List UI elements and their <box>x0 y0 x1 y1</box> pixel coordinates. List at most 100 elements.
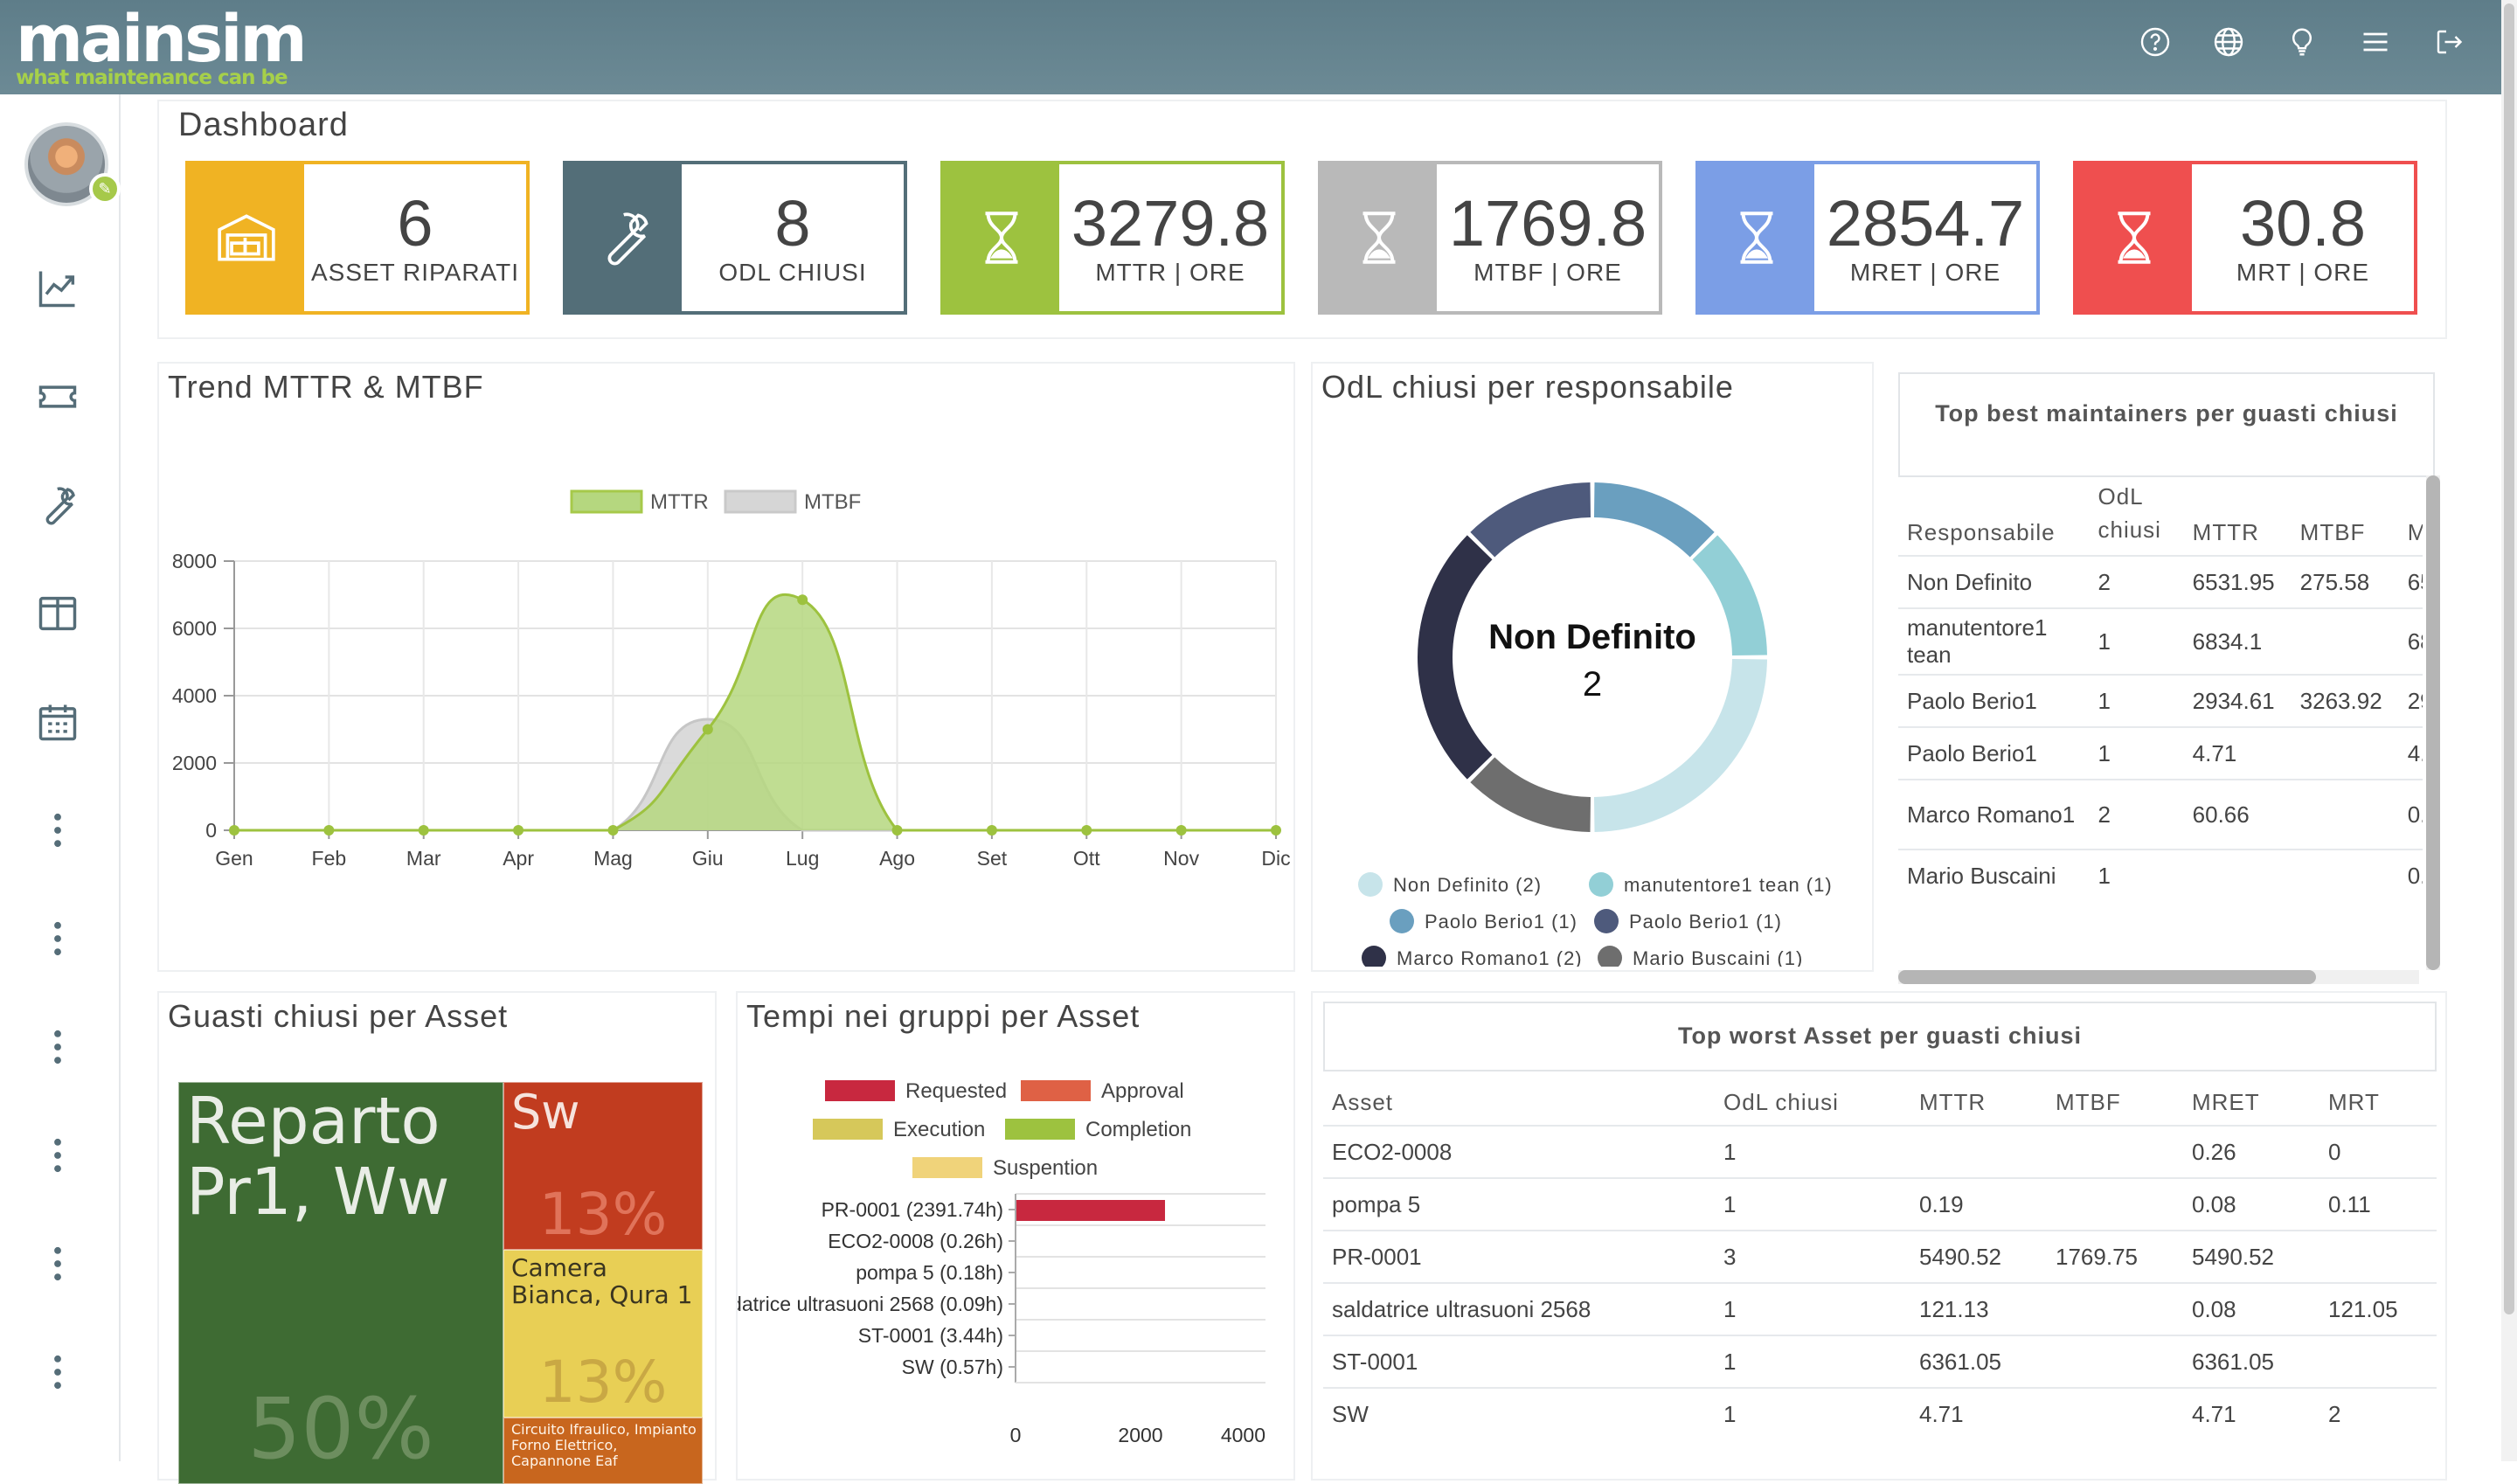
legend-item[interactable]: Marco Romano1 (2) <box>1362 946 1583 967</box>
donut-slice[interactable] <box>1594 658 1767 832</box>
bar[interactable] <box>1016 1200 1166 1221</box>
trend-chart-icon[interactable] <box>35 266 80 311</box>
legend-item[interactable]: manutentore1 tean (1) <box>1589 872 1833 897</box>
legend-item[interactable]: Execution <box>813 1118 985 1141</box>
donut-slice[interactable] <box>1470 757 1591 832</box>
more-vertical-icon[interactable] <box>35 1241 80 1286</box>
kpi-card[interactable]: 8 ODL CHIUSI <box>563 161 907 315</box>
table-cell: saldatrice ultrasuoni 2568 <box>1323 1282 1715 1335</box>
data-point[interactable] <box>891 825 903 836</box>
table-cell: 0 <box>2319 1125 2437 1178</box>
treemap-tile[interactable]: Circuito Ifraulico, Impianto Forno Elett… <box>503 1418 703 1484</box>
data-point[interactable] <box>986 825 997 836</box>
more-vertical-icon[interactable] <box>35 1133 80 1178</box>
logout-icon[interactable] <box>2433 26 2465 58</box>
treemap-tile[interactable]: Sw 13% <box>503 1082 703 1250</box>
column-header[interactable]: MRET <box>2407 519 2423 545</box>
best-maintainers-table-wrap[interactable]: Responsabile OdL chiusi MTTR MTBF MRET Non De… <box>1898 477 2423 977</box>
more-vertical-icon[interactable] <box>35 1349 80 1395</box>
data-point[interactable] <box>1081 825 1092 836</box>
table-row[interactable]: ST-0001 1 6361.05 6361.05 <box>1323 1335 2437 1388</box>
table-cell <box>2047 1177 2183 1231</box>
data-point[interactable] <box>797 594 808 606</box>
scrollbar-thumb[interactable] <box>1898 970 2316 984</box>
donut-slice[interactable] <box>1594 482 1715 558</box>
columns-icon[interactable] <box>35 591 80 636</box>
column-header[interactable]: OdL chiusi <box>2098 483 2161 543</box>
column-header[interactable]: MTTR <box>1919 1089 1987 1115</box>
kpi-value: 1769.8 <box>1448 187 1647 260</box>
globe-icon[interactable] <box>2213 26 2244 58</box>
table-cell: manutentore1 tean <box>1898 607 2090 675</box>
column-header[interactable]: Asset <box>1332 1089 1394 1115</box>
best-maintainers-title-text: Top best maintainers per guasti chiusi <box>1935 400 2398 426</box>
legend-item[interactable]: Requested <box>825 1079 1007 1103</box>
kpi-card[interactable]: 30.8 MRT | ORE <box>2073 161 2417 315</box>
treemap-tile[interactable]: Reparto Pr1, Ww 50% <box>178 1082 503 1484</box>
data-point[interactable] <box>1175 825 1187 836</box>
legend-item[interactable]: Non Definito (2) <box>1358 872 1542 897</box>
data-point[interactable] <box>229 825 239 836</box>
data-point[interactable] <box>513 825 524 836</box>
column-header[interactable]: MTBF <box>2299 519 2366 545</box>
kpi-card[interactable]: 1769.8 MTBF | ORE <box>1318 161 1662 315</box>
table-row[interactable]: SW 1 4.71 4.71 2 <box>1323 1387 2437 1440</box>
page-scrollbar[interactable] <box>2501 0 2517 1461</box>
donut-slice[interactable] <box>1692 535 1767 656</box>
table-row[interactable]: ECO2-0008 1 0.26 0 <box>1323 1125 2437 1178</box>
more-vertical-icon[interactable] <box>35 916 80 961</box>
ticket-icon[interactable] <box>35 374 80 420</box>
series-area-mttr[interactable] <box>234 594 1276 830</box>
page-scrollbar-thumb[interactable] <box>2504 3 2514 1314</box>
legend-item[interactable]: MTTR <box>570 489 709 514</box>
edit-profile-icon[interactable]: ✎ <box>89 173 121 205</box>
treemap-tile[interactable]: Camera Bianca, Qura 1 13% <box>503 1250 703 1418</box>
kpi-card[interactable]: 3279.8 MTTR | ORE <box>940 161 1285 315</box>
vertical-scrollbar[interactable] <box>2426 475 2440 970</box>
kpi-card[interactable]: 6 ASSET RIPARATI <box>185 161 530 315</box>
column-header[interactable]: OdL chiusi <box>1723 1089 1839 1115</box>
data-point[interactable] <box>607 825 619 836</box>
column-header[interactable]: MRT <box>2328 1089 2380 1115</box>
column-header[interactable]: MTTR <box>2192 519 2259 545</box>
scrollbar-thumb[interactable] <box>2426 475 2440 970</box>
donut-slice[interactable] <box>1470 482 1591 558</box>
more-vertical-icon[interactable] <box>35 1024 80 1070</box>
horizontal-scrollbar[interactable] <box>1898 970 2419 984</box>
more-vertical-icon[interactable] <box>35 808 80 853</box>
data-point[interactable] <box>323 825 335 836</box>
lightbulb-icon[interactable] <box>2286 26 2318 58</box>
wrench-icon[interactable] <box>35 482 80 528</box>
legend-item[interactable]: Paolo Berio1 (1) <box>1594 909 1782 933</box>
menu-icon[interactable] <box>2360 26 2391 58</box>
legend-item[interactable]: Completion <box>1005 1118 1191 1141</box>
donut-slice[interactable] <box>1418 535 1493 780</box>
data-point[interactable] <box>702 724 713 735</box>
data-point[interactable] <box>418 825 429 836</box>
kpi-label: ASSET RIPARATI <box>310 259 520 286</box>
legend-item[interactable]: Mario Buscaini (1) <box>1598 946 1803 967</box>
legend-item[interactable]: MTBF <box>724 489 861 514</box>
data-point[interactable] <box>1271 825 1281 836</box>
legend-item[interactable]: Approval <box>1021 1079 1184 1103</box>
calendar-icon[interactable] <box>35 699 80 745</box>
worst-asset-title: Top worst Asset per guasti chiusi <box>1323 1002 2437 1071</box>
mainsim-logo[interactable]: mainsim what maintenance can be <box>16 7 308 89</box>
column-header[interactable]: Responsabile <box>1907 519 2056 545</box>
legend-item[interactable]: Paolo Berio1 (1) <box>1390 909 1577 933</box>
column-header[interactable]: MTBF <box>2056 1089 2121 1115</box>
table-row[interactable]: pompa 5 1 0.19 0.08 0.11 <box>1323 1177 2437 1231</box>
kpi-card[interactable]: 2854.7 MRET | ORE <box>1695 161 2040 315</box>
column-header[interactable]: MRET <box>2192 1089 2260 1115</box>
table-cell: 1 <box>2089 674 2184 727</box>
help-icon[interactable] <box>2139 26 2171 58</box>
legend-item[interactable]: Suspention <box>912 1156 1098 1180</box>
table-row[interactable]: PR-0001 3 5490.52 1769.75 5490.52 <box>1323 1230 2437 1283</box>
table-row[interactable]: saldatrice ultrasuoni 2568 1 121.13 0.08 121… <box>1323 1282 2437 1335</box>
